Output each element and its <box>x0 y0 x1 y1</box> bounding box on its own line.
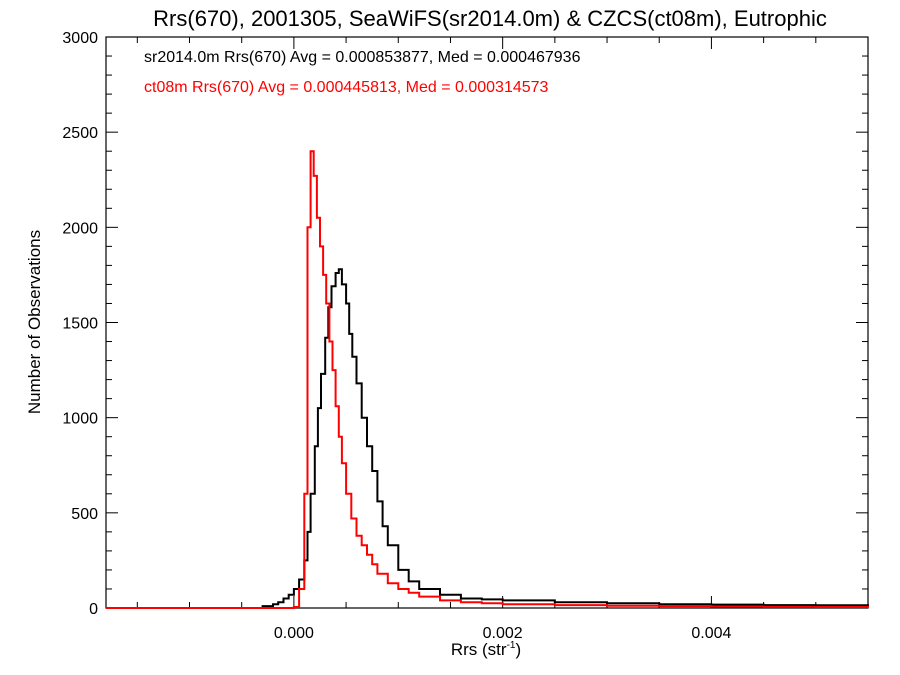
series-layer <box>106 150 869 609</box>
axis-tick-labels: 0.000 0.002 0.004 0 500 1000 1500 2000 2500 3000 <box>62 30 731 642</box>
legend-entry-sr2014: sr2014.0m Rrs(670) Avg = 0.000853877, Me… <box>144 49 581 66</box>
chart-title: Rrs(670), 2001305, SeaWiFS(sr2014.0m) & … <box>153 6 827 31</box>
y-tick-label: 500 <box>71 506 98 523</box>
y-tick-label: 2500 <box>62 125 98 142</box>
y-tick-label: 2000 <box>62 220 98 237</box>
x-tick-label: 0.004 <box>691 625 731 642</box>
series-ct08m-red-line <box>106 150 869 609</box>
y-tick-label: 3000 <box>62 30 98 47</box>
legend-entry-ct08m: ct08m Rrs(670) Avg = 0.000445813, Med = … <box>144 79 549 96</box>
y-tick-label: 0 <box>89 601 98 618</box>
x-axis-label: Rrs (str-1) <box>451 640 521 659</box>
x-axis-label-superscript: -1 <box>507 640 516 651</box>
series-sr2014-black-line <box>106 268 869 609</box>
x-axis-label-end: ) <box>515 640 521 659</box>
y-axis-label: Number of Observations <box>25 230 44 414</box>
x-axis-label-main: Rrs (str <box>451 640 507 659</box>
y-tick-label: 1500 <box>62 316 98 333</box>
plot-area-border <box>105 36 869 609</box>
x-tick-label: 0.000 <box>274 625 314 642</box>
axis-ticks <box>106 36 868 609</box>
plot-frame <box>105 36 869 609</box>
y-tick-label: 1000 <box>62 411 98 428</box>
x-tick-label: 0.002 <box>483 625 523 642</box>
